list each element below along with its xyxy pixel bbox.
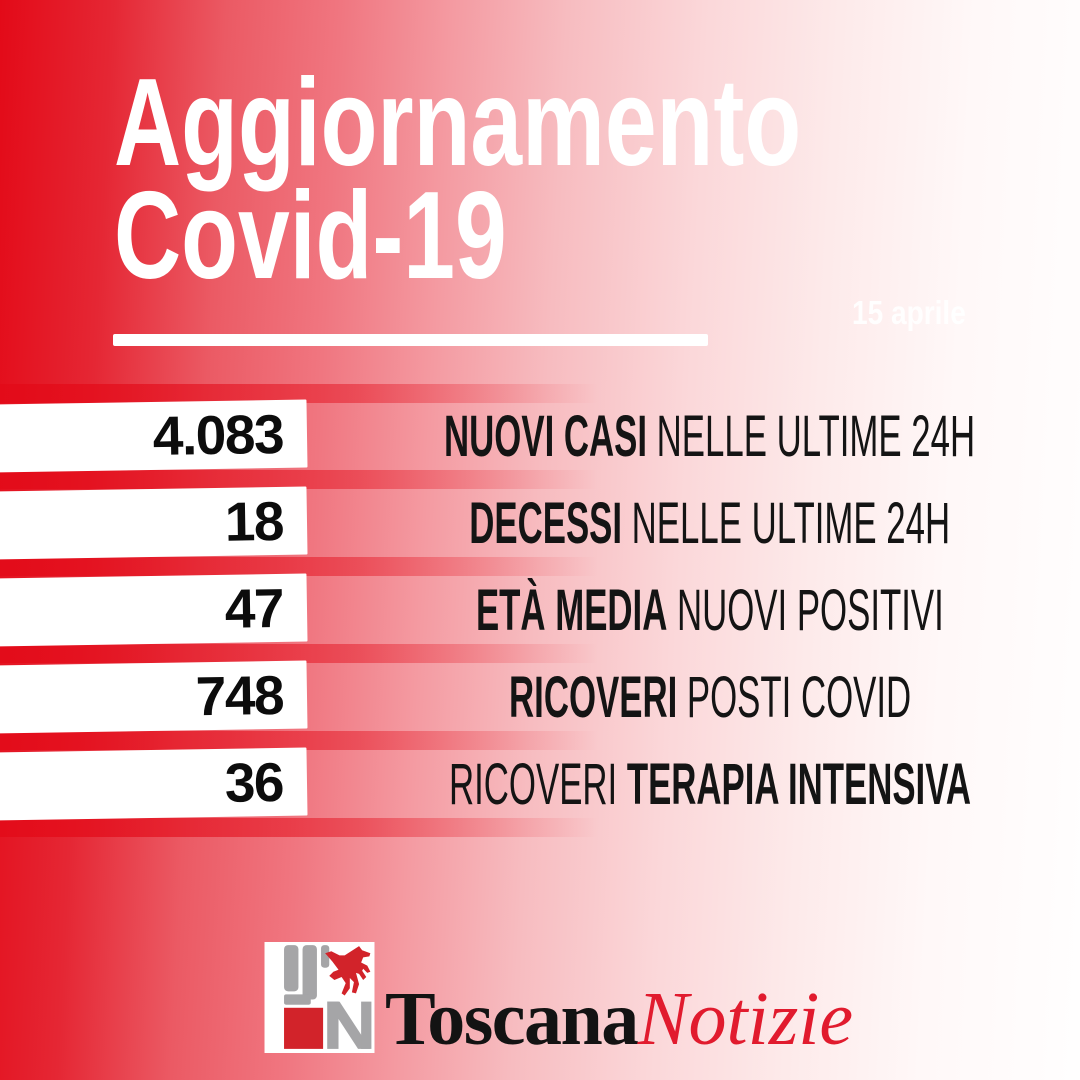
- stat-label-rest: NELLE ULTIME 24H: [631, 490, 951, 556]
- stat-label: ETÀ MEDIA NUOVI POSITIVI: [476, 577, 944, 644]
- stat-label-bold: NUOVI CASI: [444, 403, 648, 469]
- red-accent-strip: [0, 644, 650, 663]
- stat-bar: 36: [0, 747, 308, 821]
- stat-label: RICOVERI POSTI COVID: [509, 664, 911, 731]
- stat-label: RICOVERI TERAPIA INTENSIVA: [449, 751, 971, 818]
- page-title: Aggiornamento Covid-19: [114, 54, 802, 305]
- red-accent-strip: [0, 557, 650, 576]
- date-label: 15 aprile: [852, 294, 966, 331]
- stat-value: 4.083: [152, 402, 284, 467]
- brand-notizie: Notizie: [637, 977, 854, 1061]
- stat-label-rest: NELLE ULTIME 24H: [657, 403, 976, 469]
- stat-label-rest: NUOVI POSITIVI: [677, 577, 944, 643]
- stat-value: 47: [224, 576, 284, 640]
- pegasus-icon: [325, 946, 371, 996]
- red-accent-strip: [0, 384, 650, 403]
- stat-label-row: RICOVERI POSTI COVID: [340, 663, 1080, 731]
- stat-bar: 4.083: [0, 399, 308, 473]
- stat-bar: 748: [0, 660, 308, 734]
- title-underline: [113, 334, 708, 346]
- stat-label-row: ETÀ MEDIA NUOVI POSITIVI: [340, 576, 1080, 644]
- stat-bar: 47: [0, 573, 308, 647]
- red-accent-strip: [0, 470, 650, 489]
- toscana-notizie-logo-icon: [264, 942, 375, 1053]
- stat-label-bold: ETÀ MEDIA: [476, 577, 668, 643]
- stat-label: DECESSI NELLE ULTIME 24H: [470, 490, 951, 557]
- title-line-1: Aggiornamento: [114, 54, 802, 192]
- stat-label-bold: RICOVERI: [508, 664, 678, 730]
- stat-label-bold: TERAPIA INTENSIVA: [626, 751, 972, 817]
- stat-label-row: RICOVERI TERAPIA INTENSIVA: [340, 750, 1080, 818]
- stat-label-bold: DECESSI: [469, 490, 623, 556]
- stat-bar: 18: [0, 486, 308, 560]
- stat-label-row: DECESSI NELLE ULTIME 24H: [340, 489, 1080, 557]
- stat-value: 18: [224, 489, 284, 553]
- stat-label-row: NUOVI CASI NELLE ULTIME 24H: [340, 402, 1080, 470]
- title-line-2: Covid-19: [114, 167, 507, 305]
- brand-toscana: Toscana: [385, 977, 639, 1061]
- stat-label: NUOVI CASI NELLE ULTIME 24H: [444, 403, 975, 470]
- red-accent-strip: [0, 731, 650, 750]
- red-accent-strip: [0, 818, 650, 837]
- brand-wordmark: ToscanaNotizie: [385, 981, 853, 1057]
- toscana-notizie-logo: ToscanaNotizie: [264, 942, 853, 1057]
- stat-value: 748: [195, 663, 284, 728]
- stat-label-rest: RICOVERI: [449, 751, 618, 817]
- stat-label-rest: POSTI COVID: [686, 664, 912, 730]
- stat-value: 36: [224, 750, 284, 814]
